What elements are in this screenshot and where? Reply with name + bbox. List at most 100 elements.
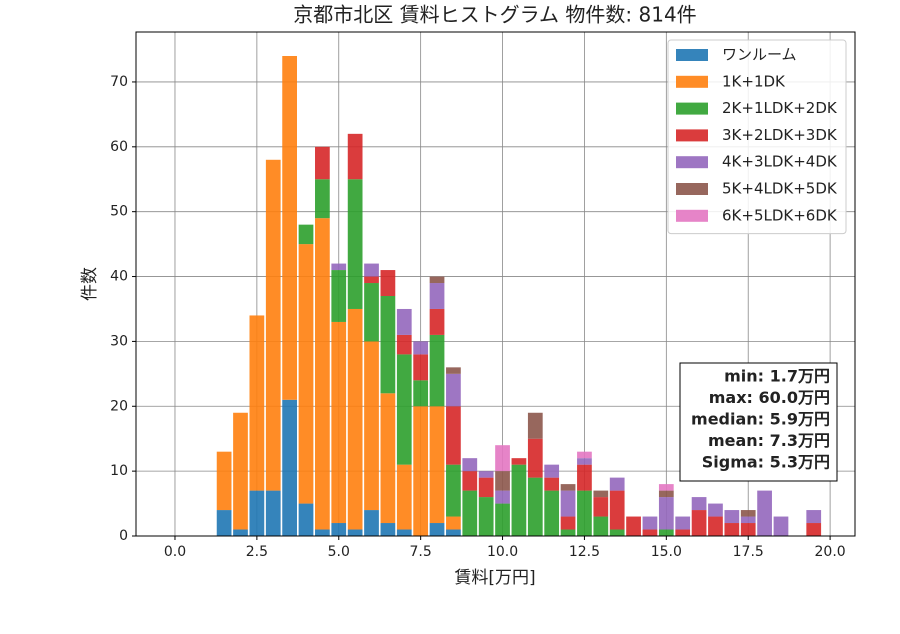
- legend-swatch: [676, 129, 708, 142]
- bar-segment: [577, 458, 592, 465]
- bar-segment: [806, 523, 822, 536]
- bar-segment: [413, 341, 429, 355]
- bar-segment: [315, 218, 330, 530]
- y-axis-label: 件数: [80, 267, 100, 301]
- bar-segment: [740, 516, 756, 524]
- bar-segment: [233, 529, 248, 536]
- bar-segment: [347, 308, 363, 530]
- legend-label: 4K+3LDK+4DK: [722, 153, 838, 171]
- y-tick-label: 40: [110, 269, 128, 285]
- bar-segment: [626, 516, 641, 536]
- y-tick-label: 30: [110, 333, 128, 349]
- bar-segment: [691, 510, 707, 536]
- bar-segment: [315, 179, 330, 219]
- bar-segment: [364, 510, 379, 536]
- bar-segment: [446, 406, 461, 465]
- bar-segment: [478, 471, 494, 478]
- bar-segment: [495, 445, 510, 472]
- bar-segment: [413, 406, 429, 536]
- bar-segment: [495, 471, 510, 491]
- bar-segment: [658, 490, 674, 498]
- bar-segment: [560, 516, 576, 530]
- bar-segment: [380, 296, 396, 394]
- bar-segment: [298, 244, 314, 504]
- bar-segment: [315, 529, 330, 536]
- bar-segment: [527, 412, 543, 439]
- bar-segment: [724, 523, 740, 536]
- chart-title: 京都市北区 賃料ヒストグラム 物件数: 814件: [293, 3, 696, 27]
- bar-segment: [757, 490, 772, 536]
- bar-segment: [446, 529, 461, 536]
- bar-segment: [708, 516, 723, 536]
- bar-segment: [577, 464, 592, 491]
- legend-box: [667, 39, 847, 235]
- legend-swatch: [676, 75, 708, 88]
- x-axis-label: 賃料[万円]: [454, 568, 535, 588]
- stats-line: max: 60.0万円: [709, 388, 830, 407]
- bar-segment: [446, 516, 461, 530]
- bar-segment: [380, 523, 396, 536]
- y-tick-label: 0: [119, 528, 128, 544]
- bar-segment: [429, 334, 445, 407]
- bar-segment: [282, 399, 297, 536]
- bar-segment: [396, 354, 412, 465]
- bar-segment: [364, 263, 379, 277]
- bar-segment: [396, 529, 412, 536]
- bar-segment: [462, 471, 478, 491]
- x-tick-label: 5.0: [328, 544, 350, 560]
- legend-label: 1K+1DK: [722, 72, 786, 90]
- bar-segment: [216, 510, 232, 536]
- stats-line: min: 1.7万円: [724, 367, 830, 386]
- bar-segment: [658, 497, 674, 530]
- bar-segment: [446, 367, 461, 374]
- bar-segment: [708, 503, 723, 517]
- bar-segment: [249, 490, 265, 536]
- x-tick-label: 10.0: [487, 544, 518, 560]
- bar-segment: [396, 464, 412, 530]
- bar-segment: [429, 523, 445, 536]
- bar-segment: [560, 490, 576, 517]
- legend-swatch: [676, 102, 708, 115]
- stats-line: mean: 7.3万円: [708, 431, 830, 450]
- bar-segment: [724, 510, 740, 524]
- bar-segment: [609, 490, 625, 530]
- bar-segment: [675, 516, 691, 530]
- bar-segment: [773, 516, 789, 536]
- bar-segment: [380, 393, 396, 524]
- bar-segment: [544, 477, 560, 491]
- stats-line: median: 5.9万円: [691, 410, 830, 429]
- bar-segment: [658, 529, 674, 536]
- bar-segment: [560, 529, 576, 536]
- bar-segment: [298, 224, 314, 245]
- bar-segment: [265, 159, 281, 491]
- y-tick-label: 50: [110, 204, 128, 220]
- legend-swatch: [676, 209, 708, 222]
- legend-swatch: [676, 183, 708, 195]
- bar-segment: [413, 354, 429, 381]
- legend-label: 6K+5LDK+6DK: [722, 206, 838, 224]
- y-tick-label: 60: [110, 139, 128, 155]
- x-tick-label: 12.5: [569, 544, 600, 560]
- bar-segment: [560, 484, 576, 491]
- bar-segment: [544, 490, 560, 536]
- legend-label: ワンルーム: [722, 46, 797, 64]
- x-tick-label: 7.5: [410, 544, 432, 560]
- legend-swatch: [676, 49, 708, 61]
- legend-label: 3K+2LDK+3DK: [722, 126, 838, 144]
- bar-segment: [495, 503, 510, 536]
- y-tick-label: 70: [110, 74, 128, 90]
- x-tick-label: 0.0: [164, 544, 186, 560]
- bar-segment: [347, 529, 363, 536]
- stats-frame: [679, 362, 838, 482]
- bar-segment: [364, 276, 379, 284]
- bar-segment: [593, 497, 609, 517]
- bar-segment: [511, 458, 527, 465]
- bar-segment: [642, 529, 658, 536]
- bar-segment: [413, 380, 429, 407]
- bar-segment: [577, 490, 592, 536]
- bar-segment: [511, 464, 527, 536]
- bar-segment: [462, 490, 478, 536]
- x-tick-label: 15.0: [651, 544, 682, 560]
- bar-segment: [658, 484, 674, 491]
